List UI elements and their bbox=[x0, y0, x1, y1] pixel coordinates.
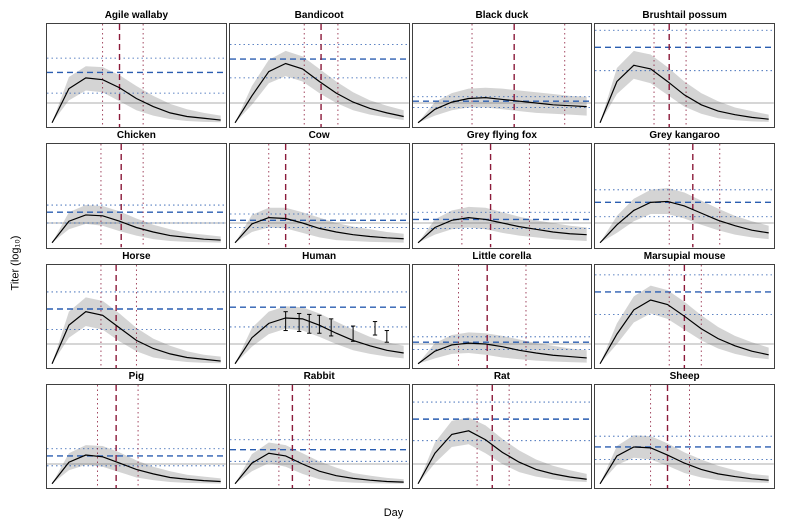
errorbar bbox=[373, 321, 377, 334]
panel-title: Rat bbox=[412, 371, 593, 384]
panel-plot bbox=[594, 23, 775, 128]
panel: Horse0.02.55.07.510.0 bbox=[46, 251, 227, 369]
panel: Cow bbox=[229, 130, 410, 248]
panel-title: Grey flying fox bbox=[412, 130, 593, 143]
confidence-ribbon bbox=[418, 207, 587, 243]
panel: Grey flying fox bbox=[412, 130, 593, 248]
panel: Little corella bbox=[412, 251, 593, 369]
panel-plot bbox=[412, 143, 593, 248]
panel: Rat0.02.55.07.510.0 bbox=[412, 371, 593, 489]
panel: Pig0.02.55.07.510.00.02.55.07.510.0 bbox=[46, 371, 227, 489]
panel-title: Human bbox=[229, 251, 410, 264]
panel: Rabbit0.02.55.07.510.0 bbox=[229, 371, 410, 489]
panel: Bandicoot bbox=[229, 10, 410, 128]
panel-plot: 0.02.55.07.510.0 bbox=[46, 143, 227, 248]
confidence-ribbon bbox=[600, 435, 769, 483]
y-axis-label: Titer (log₁₀) bbox=[9, 235, 21, 290]
panel: Marsupial mouse bbox=[594, 251, 775, 369]
confidence-ribbon bbox=[600, 51, 769, 123]
panel: Black duck bbox=[412, 10, 593, 128]
x-axis-label-container: Day bbox=[8, 505, 779, 521]
panel-title: Sheep bbox=[594, 371, 775, 384]
panel-plot: 0.02.55.07.510.0 bbox=[46, 264, 227, 369]
panel-title: Chicken bbox=[46, 130, 227, 143]
panel: Human bbox=[229, 251, 410, 369]
panels-grid: Agile wallaby0.02.55.07.510.0BandicootBl… bbox=[46, 10, 775, 489]
panel-title: Black duck bbox=[412, 10, 593, 23]
panel-plot bbox=[412, 23, 593, 128]
panel-title: Pig bbox=[46, 371, 227, 384]
panel: Sheep0.02.55.07.510.0 bbox=[594, 371, 775, 489]
confidence-ribbon bbox=[52, 205, 221, 243]
panel-title: Brushtail possum bbox=[594, 10, 775, 23]
panel-plot: 0.02.55.07.510.0 bbox=[229, 384, 410, 489]
confidence-ribbon bbox=[418, 417, 587, 483]
panel-plot: 0.02.55.07.510.0 bbox=[46, 23, 227, 128]
panel-title: Horse bbox=[46, 251, 227, 264]
confidence-ribbon bbox=[600, 188, 769, 243]
confidence-ribbon bbox=[235, 51, 404, 123]
confidence-ribbon bbox=[235, 442, 404, 483]
panel-title: Marsupial mouse bbox=[594, 251, 775, 264]
panel-title: Rabbit bbox=[229, 371, 410, 384]
x-axis-label: Day bbox=[384, 507, 404, 519]
panel-plot: 0.02.55.07.510.0 bbox=[412, 384, 593, 489]
panel-plot bbox=[229, 264, 410, 369]
confidence-ribbon bbox=[52, 66, 221, 123]
panel: Chicken0.02.55.07.510.0 bbox=[46, 130, 227, 248]
panel: Grey kangaroo bbox=[594, 130, 775, 248]
confidence-ribbon bbox=[52, 297, 221, 363]
panel-title: Cow bbox=[229, 130, 410, 143]
panel-plot bbox=[594, 264, 775, 369]
panel-plot bbox=[594, 143, 775, 248]
panel: Brushtail possum bbox=[594, 10, 775, 128]
errorbar bbox=[384, 330, 388, 342]
figure-root: Titer (log₁₀) Agile wallaby0.02.55.07.51… bbox=[8, 8, 779, 517]
confidence-ribbon bbox=[52, 445, 221, 484]
panel-plot bbox=[412, 264, 593, 369]
panel-title: Agile wallaby bbox=[46, 10, 227, 23]
panel-plot: 0.02.55.07.510.00.02.55.07.510.0 bbox=[46, 384, 227, 489]
panel: Agile wallaby0.02.55.07.510.0 bbox=[46, 10, 227, 128]
panel-plot: 0.02.55.07.510.0 bbox=[594, 384, 775, 489]
panel-plot bbox=[229, 23, 410, 128]
panel-title: Bandicoot bbox=[229, 10, 410, 23]
y-axis-label-container: Titer (log₁₀) bbox=[6, 8, 24, 517]
panel-title: Grey kangaroo bbox=[594, 130, 775, 143]
panel-plot bbox=[229, 143, 410, 248]
panel-title: Little corella bbox=[412, 251, 593, 264]
